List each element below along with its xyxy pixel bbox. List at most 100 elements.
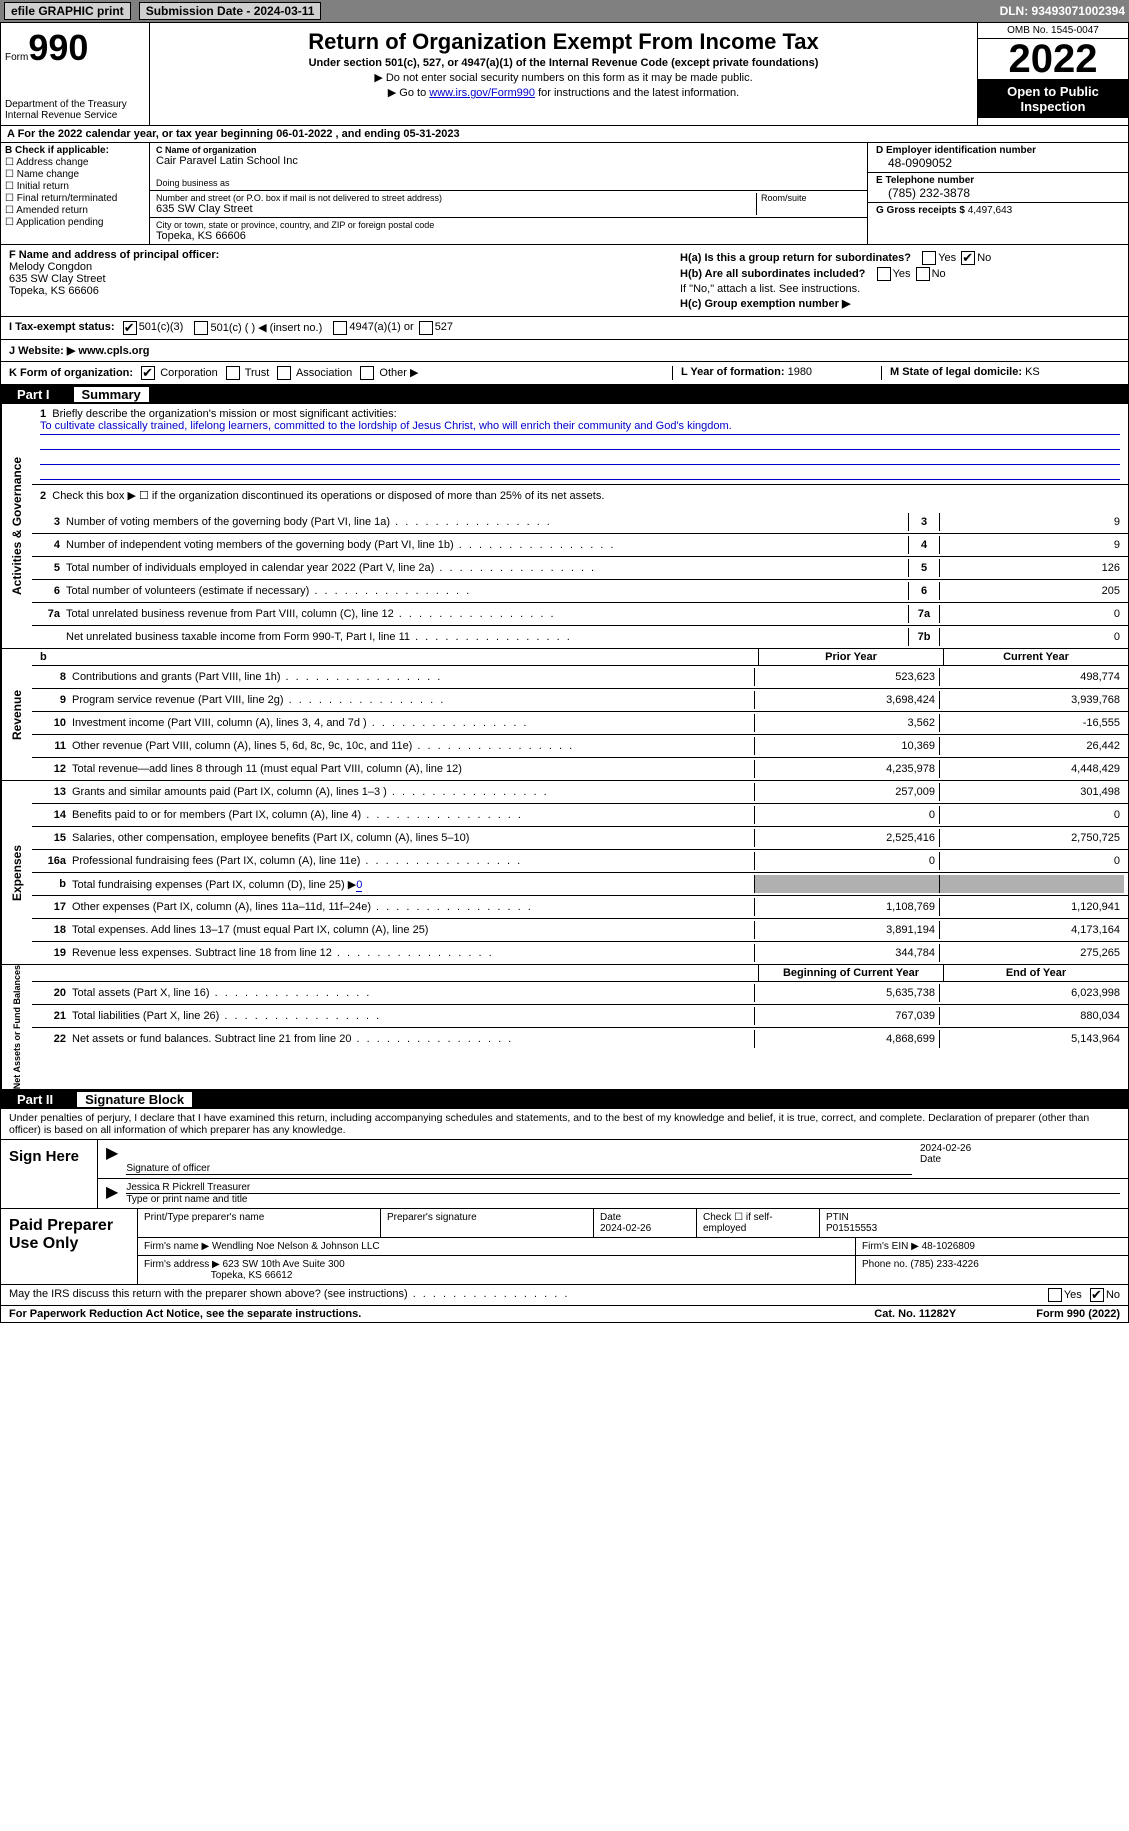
l20-boy: 5,635,738 [754, 984, 939, 1002]
l7b-val: 0 [940, 628, 1124, 646]
cat-no: Cat. No. 11282Y [874, 1308, 956, 1320]
k-corp-checkbox[interactable] [141, 366, 155, 380]
addr-label: Number and street (or P.O. box if mail i… [156, 193, 756, 203]
activities-label: Activities & Governance [1, 404, 32, 648]
firm-addr1: 623 SW 10th Ave Suite 300 [223, 1259, 345, 1270]
l4-val: 9 [940, 536, 1124, 554]
k-opt2: Trust [245, 367, 270, 379]
ha-yes-checkbox[interactable] [922, 251, 936, 265]
l8-desc: Contributions and grants (Part VIII, lin… [72, 671, 754, 683]
header-row: Form990 Department of the Treasury Inter… [1, 23, 1128, 126]
l8-prior: 523,623 [754, 668, 939, 686]
box-f: F Name and address of principal officer:… [1, 245, 672, 316]
l22-num: 22 [36, 1033, 72, 1045]
l13-num: 13 [36, 786, 72, 798]
l15-num: 15 [36, 832, 72, 844]
discuss-no-checkbox[interactable] [1090, 1288, 1104, 1302]
l13-desc: Grants and similar amounts paid (Part IX… [72, 786, 754, 798]
revenue-vlabel: Revenue [1, 649, 32, 780]
ha-no-checkbox[interactable] [961, 251, 975, 265]
l5-val: 126 [940, 559, 1124, 577]
hc-label: H(c) Group exemption number ▶ [680, 298, 850, 310]
l1-label: Briefly describe the organization's miss… [52, 408, 396, 420]
l13-current: 301,498 [939, 783, 1124, 801]
part1-num: Part I [9, 387, 58, 402]
irs-link[interactable]: www.irs.gov/Form990 [429, 87, 535, 99]
l10-prior: 3,562 [754, 714, 939, 732]
l12-desc: Total revenue—add lines 8 through 11 (mu… [72, 763, 754, 775]
sig-name-title: Jessica R Pickrell Treasurer [126, 1182, 1120, 1194]
i-501c-checkbox[interactable] [194, 321, 208, 335]
l3-desc: Number of voting members of the governin… [66, 516, 908, 528]
ha-label: H(a) Is this a group return for subordin… [680, 252, 911, 264]
chk-name-change[interactable]: Name change [17, 169, 79, 180]
phone-label: Phone no. [862, 1259, 908, 1270]
l18-current: 4,173,164 [939, 921, 1124, 939]
i-opt4: 527 [435, 321, 453, 335]
chk-address-change[interactable]: Address change [16, 157, 88, 168]
i-opt1: 501(c)(3) [139, 321, 184, 335]
l21-eoy: 880,034 [939, 1007, 1124, 1025]
firm-addr-label: Firm's address ▶ [144, 1259, 220, 1270]
l12-prior: 4,235,978 [754, 760, 939, 778]
box-d: D Employer identification number 48-0909… [868, 143, 1128, 244]
k-opt3: Association [296, 367, 352, 379]
activities-section: Activities & Governance 1 Briefly descri… [1, 404, 1128, 649]
discuss-label: May the IRS discuss this return with the… [9, 1288, 569, 1302]
m-value: KS [1025, 366, 1040, 378]
header-left: Form990 Department of the Treasury Inter… [1, 23, 150, 125]
hb-label: H(b) Are all subordinates included? [680, 268, 865, 280]
prep-h2: Preparer's signature [381, 1209, 594, 1237]
i-4947-checkbox[interactable] [333, 321, 347, 335]
chk-final-return[interactable]: Final return/terminated [17, 193, 118, 204]
ein-value: 48-0909052 [876, 156, 1120, 170]
k-assoc-checkbox[interactable] [277, 366, 291, 380]
l2-num: 2 [40, 490, 46, 502]
preparer-label: Paid Preparer Use Only [1, 1209, 138, 1284]
submission-date: Submission Date - 2024-03-11 [139, 2, 322, 20]
hb-note: If "No," attach a list. See instructions… [680, 283, 1120, 295]
org-address: 635 SW Clay Street [156, 203, 756, 215]
hb-yes-checkbox[interactable] [877, 267, 891, 281]
netassets-section: Net Assets or Fund Balances Beginning of… [1, 965, 1128, 1090]
l9-desc: Program service revenue (Part VIII, line… [72, 694, 754, 706]
k-trust-checkbox[interactable] [226, 366, 240, 380]
efile-print-button[interactable]: efile GRAPHIC print [4, 2, 131, 20]
i-501c3-checkbox[interactable] [123, 321, 137, 335]
header-center: Return of Organization Exempt From Incom… [150, 23, 977, 125]
l17-num: 17 [36, 901, 72, 913]
k-opt4: Other ▶ [379, 367, 418, 379]
part2-header: Part II Signature Block [1, 1090, 1128, 1109]
open-to-public: Open to Public Inspection [978, 80, 1128, 118]
chk-amended-return[interactable]: Amended return [16, 205, 88, 216]
i-527-checkbox[interactable] [419, 321, 433, 335]
mission-text: To cultivate classically trained, lifelo… [40, 420, 1120, 435]
row-k: K Form of organization: Corporation Trus… [1, 362, 1128, 385]
part1-title: Summary [74, 387, 149, 402]
l10-current: -16,555 [939, 714, 1124, 732]
l-label: L Year of formation: [681, 366, 785, 378]
f-label: F Name and address of principal officer: [9, 249, 219, 261]
firm-name: Wendling Noe Nelson & Johnson LLC [212, 1241, 380, 1252]
l4-desc: Number of independent voting members of … [66, 539, 908, 551]
l10-desc: Investment income (Part VIII, column (A)… [72, 717, 754, 729]
section-bcd: B Check if applicable: ☐ Address change … [1, 143, 1128, 245]
l16a-num: 16a [36, 855, 72, 867]
firm-ein-label: Firm's EIN ▶ [862, 1241, 919, 1252]
website-value: www.cpls.org [78, 345, 149, 357]
l16b-prior [754, 875, 939, 893]
hb-no-checkbox[interactable] [916, 267, 930, 281]
l4-num: 4 [36, 539, 66, 551]
l7a-desc: Total unrelated business revenue from Pa… [66, 608, 908, 620]
l1-num: 1 [40, 408, 46, 420]
no-label: No [977, 252, 991, 264]
chk-initial-return[interactable]: Initial return [17, 181, 69, 192]
discuss-yes-checkbox[interactable] [1048, 1288, 1062, 1302]
chk-application-pending[interactable]: Application pending [16, 217, 103, 228]
l6-desc: Total number of volunteers (estimate if … [66, 585, 908, 597]
l18-num: 18 [36, 924, 72, 936]
l6-num: 6 [36, 585, 66, 597]
irs-label: Internal Revenue Service [5, 110, 145, 121]
k-other-checkbox[interactable] [360, 366, 374, 380]
l17-desc: Other expenses (Part IX, column (A), lin… [72, 901, 754, 913]
